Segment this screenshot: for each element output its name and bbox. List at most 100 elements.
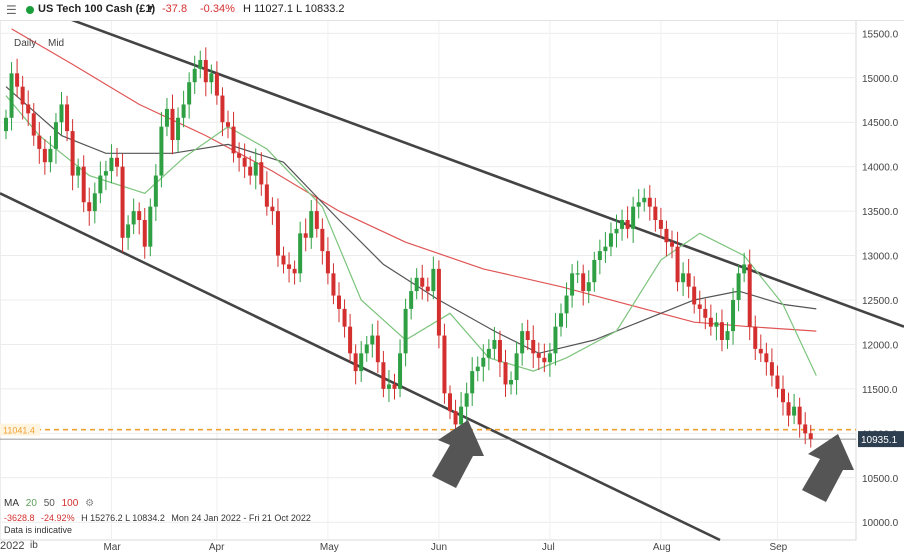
candle-body [386,384,391,389]
candle-body [559,313,563,327]
candle-body [87,202,92,212]
candle-body [331,273,336,296]
candle-body [736,273,741,300]
y-tick-label: 12500.0 [862,296,899,307]
annotation-arrow-left [432,420,484,488]
y-tick-label: 13000.0 [862,252,899,263]
candle-body [203,60,208,83]
candle-body [126,224,131,238]
candle-body [298,233,303,274]
candle-body [398,353,403,389]
candle-body [159,126,164,176]
candle-body [98,175,103,194]
candle-body [553,326,558,354]
candle-body [420,277,425,287]
candle-body [664,228,669,243]
candle-body [597,251,602,260]
candle-body [242,157,247,167]
candle-body [370,335,375,345]
candle-body [153,175,158,207]
candle-body [570,273,575,296]
candle-body [337,295,341,309]
candle-body [425,286,430,292]
candle-body [547,353,552,363]
candle-body [253,162,258,176]
candle-body [686,273,691,287]
x-tick-label: Mar [103,542,121,553]
candle-body [231,126,236,154]
candle-body [53,122,58,149]
x-tick-label: Sep [769,542,787,553]
candle-body [176,117,181,140]
chevron-down-icon[interactable]: ▼ [146,3,155,13]
y-tick-label: 12000.0 [862,340,899,351]
candle-body [103,171,108,176]
candle-body [226,122,230,127]
candle-body [520,331,525,354]
candle-body [670,242,674,247]
candle-body [758,348,763,354]
candle-body [109,157,114,172]
candle-body [309,211,314,238]
candle-body [220,95,225,123]
instrument-name[interactable]: US Tech 100 Cash (£1) [38,3,156,15]
candle-body [470,371,475,394]
candle-body [575,273,580,275]
candle-body [786,402,791,416]
menu-icon[interactable]: ☰ [6,3,17,17]
candle-body [26,104,31,114]
candle-body [148,206,153,247]
candle-body [592,260,597,283]
candle-body [509,380,514,385]
candle-body [142,220,147,247]
candle-body [586,282,591,292]
y-tick-label: 13500.0 [862,207,899,218]
candle-body [692,286,697,305]
candle-body [681,273,686,283]
y-tick-label: 15000.0 [862,74,899,85]
last-price-tag [858,431,904,448]
candle-body [459,406,464,425]
candle-body [76,166,81,176]
stats-high-low: H 15276.2 L 10834.2 [81,513,165,523]
y-tick-label: 10000.0 [862,518,899,529]
x-tick-label: May [320,542,339,553]
ma100-line [11,28,817,332]
candle-body [320,228,325,252]
candle-body [747,264,752,327]
candle-body [392,384,397,389]
candle-body [48,148,53,163]
last-price-label: 10935.1 [861,435,898,446]
candle-body [120,166,125,238]
settings-icon[interactable]: ⚙ [85,498,95,509]
candle-body [542,357,547,363]
candle-body [187,82,192,105]
candle-body [731,300,736,332]
candle-body [642,197,647,203]
ma100-label: 100 [61,498,79,509]
candle-body [375,335,380,363]
candle-body [37,135,42,149]
candle-body [20,86,25,105]
candle-body [603,246,608,252]
candle-body [42,148,47,163]
candle-body [4,117,8,132]
candle-body [264,184,269,207]
candle-body [769,362,774,376]
x-tick-label: Jun [431,542,447,553]
annotation-arrow-right [802,434,854,502]
candle-body [625,220,630,229]
price-change-pct: -0.34% [200,3,235,15]
candle-body [9,73,14,118]
candle-body [797,406,802,425]
candle-body [764,353,769,363]
period-stats: -3628.8 -24.92% H 15276.2 L 10834.2 Mon … [4,513,315,523]
timeframe-label-mid: Mid [48,38,65,49]
candle-body [531,340,536,354]
candle-body [808,433,813,440]
candle-body [359,353,364,372]
candle-body [503,362,508,385]
candle-body [564,295,569,314]
candle-body [775,375,780,389]
candle-body [303,233,308,238]
